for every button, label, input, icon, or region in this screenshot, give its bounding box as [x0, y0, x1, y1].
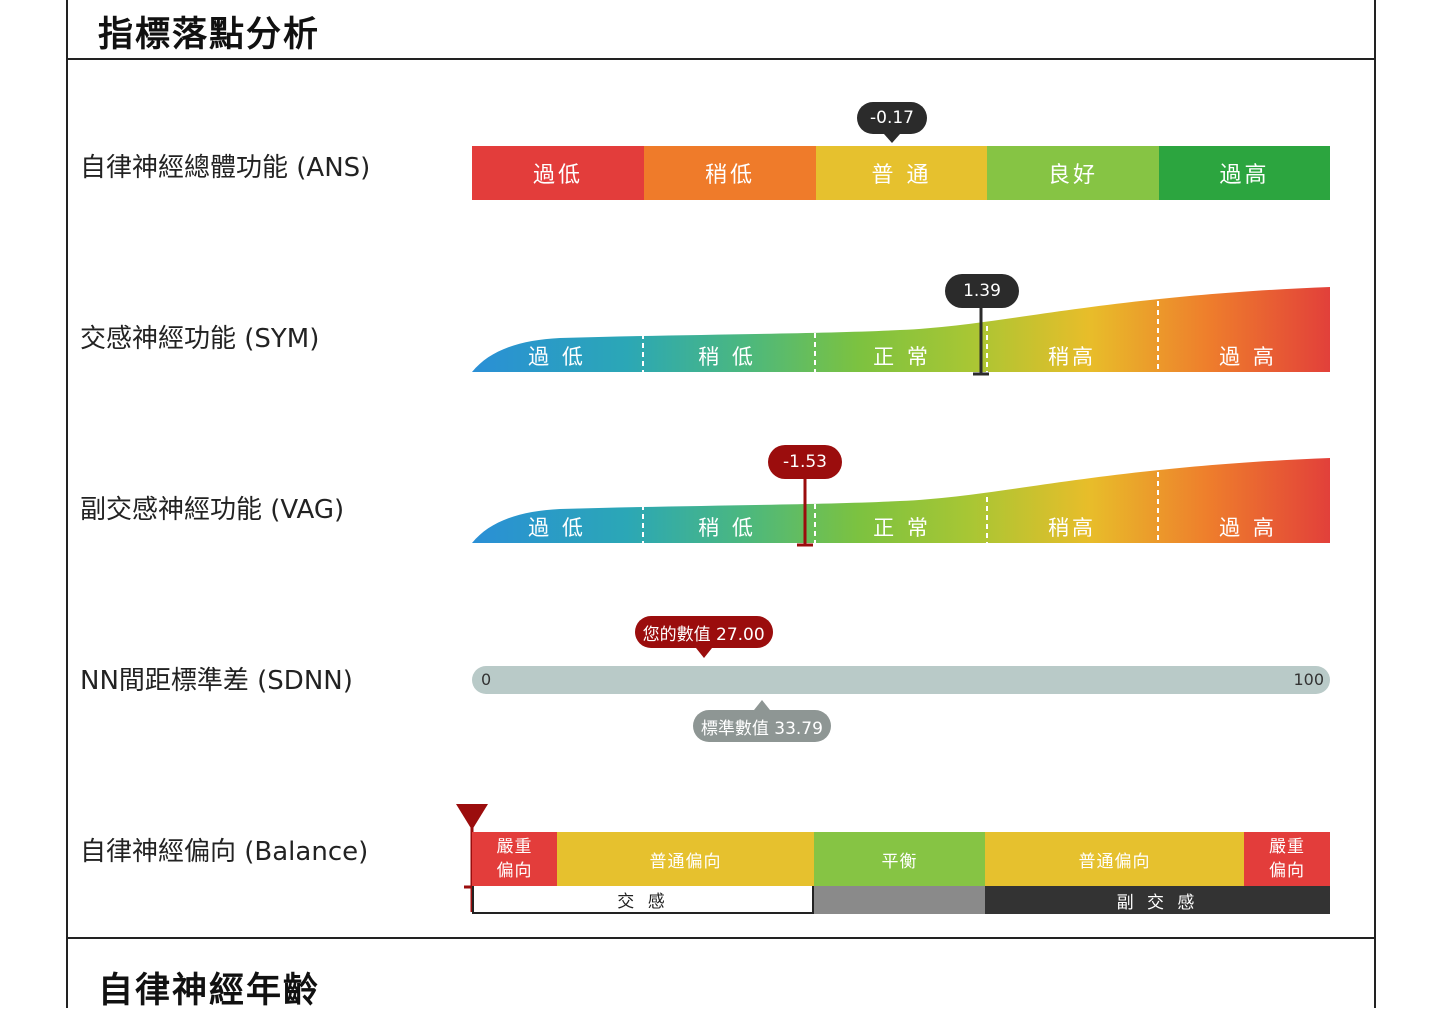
sym-label: 交感神經功能 (SYM)	[80, 324, 320, 354]
balance-marker-flag	[456, 804, 488, 830]
sdnn-label: NN間距標準差 (SDNN)	[80, 666, 353, 696]
vag-gauge-shape	[472, 458, 1330, 543]
vag-value-tooltip: -1.53	[768, 445, 842, 479]
sdnn-your-value-tooltip: 您的數值 27.00	[634, 616, 773, 648]
report-frame	[66, 0, 1376, 1008]
sym-segment-label: 過 高	[1219, 345, 1277, 369]
balance-segment-line: 嚴重	[1269, 837, 1305, 857]
vag-segment-label: 過 低	[528, 516, 586, 540]
sym-value-tooltip: 1.39	[945, 274, 1019, 308]
vag-segment-label: 正 常	[873, 516, 931, 540]
ans-segment: 稍低	[644, 146, 816, 200]
balance-segment-line: 嚴重	[496, 837, 533, 857]
sym-gauge-shape	[472, 287, 1330, 372]
vag-segment-label: 過 高	[1219, 516, 1277, 540]
sdnn-standard-value-tooltip: 標準數值 33.79	[692, 710, 831, 742]
sym-segment-label: 正 常	[873, 345, 931, 369]
balance-segment: 普通偏向	[557, 832, 814, 886]
section-divider	[66, 937, 1374, 939]
balance-direction-parasympathetic: 副 交 感	[985, 886, 1330, 914]
ans-tooltip-pointer	[884, 134, 900, 143]
balance-label: 自律神經偏向 (Balance)	[80, 837, 369, 867]
balance-segment-line: 普通偏向	[649, 851, 722, 872]
balance-segment: 嚴重 偏向	[472, 832, 557, 886]
balance-segment-line: 普通偏向	[1078, 851, 1151, 872]
ans-label: 自律神經總體功能 (ANS)	[80, 153, 371, 183]
ans-segment: 過低	[472, 146, 644, 200]
balance-scale-bar: 嚴重 偏向 普通偏向 平衡 普通偏向 嚴重 偏向	[472, 832, 1330, 886]
balance-direction-sympathetic: 交 感	[472, 886, 814, 914]
ans-segment: 過高	[1159, 146, 1330, 200]
balance-segment: 嚴重 偏向	[1244, 832, 1330, 886]
section-divider	[66, 58, 1374, 60]
balance-direction-bar: 交 感 副 交 感	[472, 886, 1330, 914]
balance-segment: 普通偏向	[985, 832, 1244, 886]
section-title-indicator-analysis: 指標落點分析	[98, 15, 321, 55]
sym-segment-label: 稍 低	[698, 345, 756, 369]
sdnn-standard-value-pointer	[753, 700, 770, 710]
vag-label: 副交感神經功能 (VAG)	[80, 495, 345, 525]
balance-segment-line: 偏向	[496, 861, 533, 881]
vag-segment-label: 稍 低	[698, 516, 756, 540]
ans-segment: 良好	[987, 146, 1159, 200]
balance-direction-neutral	[814, 886, 985, 914]
balance-segment-line: 平衡	[881, 851, 918, 872]
balance-segment-line: 偏向	[1269, 861, 1305, 881]
sym-segment-label: 稍高	[1048, 345, 1096, 369]
sdnn-max-label: 100	[1293, 670, 1324, 689]
vag-segment-label: 稍高	[1048, 516, 1096, 540]
ans-segment: 普 通	[816, 146, 987, 200]
ans-scale-bar: 過低 稍低 普 通 良好 過高	[472, 146, 1330, 200]
sdnn-track: 0 100	[472, 666, 1330, 694]
sym-segment-label: 過 低	[528, 345, 586, 369]
sdnn-your-value-pointer	[695, 648, 712, 658]
balance-segment: 平衡	[814, 832, 985, 886]
ans-value-tooltip: -0.17	[857, 102, 927, 134]
sdnn-min-label: 0	[481, 670, 492, 689]
